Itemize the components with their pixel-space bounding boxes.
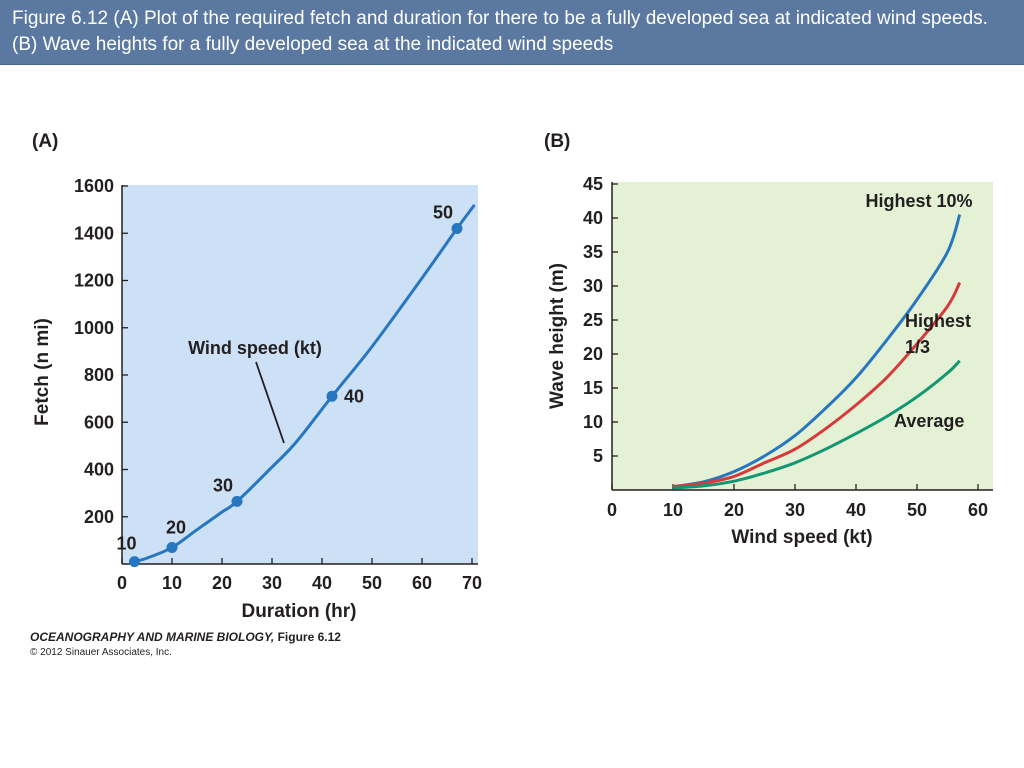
chart-a-x-axis-title: Duration (hr)	[241, 601, 356, 622]
chart-b-x-tick-label: 0	[607, 500, 617, 520]
chart-a-y-tick-label: 200	[84, 507, 114, 527]
series-label-highest-third-line2: 1/3	[905, 337, 930, 357]
footer-figure-ref: Figure 6.12	[277, 630, 341, 644]
chart-b-curve-highest-third	[672, 281, 962, 489]
chart-b-y-tick-label: 30	[583, 276, 603, 296]
chart-a-x-tick-label: 70	[462, 573, 482, 593]
chart-b-x-tick-label: 60	[968, 500, 988, 520]
series-label-average: Average	[894, 411, 964, 431]
chart-a-point-label: 30	[213, 475, 233, 495]
chart-a-x-tick-label: 40	[312, 573, 332, 593]
footer-book-title: OCEANOGRAPHY AND MARINE BIOLOGY, Figure …	[30, 630, 341, 644]
chart-a-x-tick-label: 30	[262, 573, 282, 593]
chart-a-y-tick-label: 1600	[74, 176, 114, 196]
chart-b-y-tick-label: 20	[583, 344, 603, 364]
footer-copyright: © 2012 Sinauer Associates, Inc.	[30, 647, 172, 658]
chart-a-data-point	[451, 223, 463, 235]
chart-a-point-label: 20	[166, 517, 186, 537]
chart-a-y-tick-label: 1000	[74, 318, 114, 338]
chart-b-ticks: 0 10 20 30 40 50 60 5 10 15 20 25 30 35 40 45	[583, 174, 988, 520]
chart-a-y-tick-label: 600	[84, 412, 114, 432]
chart-a-point-label: 10	[116, 534, 136, 554]
chart-a-data-point	[129, 556, 140, 568]
chart-b-y-axis-title: Wave height (m)	[547, 263, 568, 409]
series-label-highest-10: Highest 10%	[865, 191, 972, 211]
chart-a-x-tick-label: 20	[212, 573, 232, 593]
chart-b-plot-background	[612, 182, 993, 490]
title-bar: Figure 6.12 (A) Plot of the required fet…	[0, 0, 1024, 65]
chart-b-y-tick-label: 5	[593, 446, 603, 466]
figure-caption: Figure 6.12 (A) Plot of the required fet…	[12, 8, 988, 55]
chart-b-y-tick-label: 15	[583, 378, 603, 398]
footer-book-name: OCEANOGRAPHY AND MARINE BIOLOGY,	[30, 630, 275, 644]
chart-a-y-tick-label: 400	[84, 460, 114, 480]
panel-a-label: (A)	[32, 131, 59, 152]
chart-b-y-tick-label: 40	[583, 208, 603, 228]
chart-b-y-tick-label: 25	[583, 310, 603, 330]
chart-b-curve-average	[672, 359, 961, 490]
chart-a-x-tick-label: 0	[117, 573, 127, 593]
chart-a-x-tick-label: 10	[162, 573, 182, 593]
chart-a-annotation: Wind speed (kt)	[188, 338, 322, 358]
chart-b-y-tick-label: 45	[583, 174, 603, 194]
chart-a-y-tick-label: 1400	[74, 223, 114, 243]
chart-b-series	[672, 214, 962, 490]
chart-a-point-label: 50	[433, 203, 453, 223]
chart-a-y-tick-label: 1200	[74, 271, 114, 291]
chart-b-x-tick-label: 50	[907, 500, 927, 520]
chart-b-x-tick-label: 30	[785, 500, 805, 520]
chart-b-y-tick-label: 35	[583, 242, 603, 262]
chart-a-ticks: 0 10 20 30 40 50 60 702004006008001000120014001…	[74, 176, 482, 593]
chart-b-x-tick-label: 10	[663, 500, 683, 520]
chart-a-y-tick-label: 800	[84, 365, 114, 385]
chart-b-curve-highest-10	[672, 214, 962, 489]
chart-a-points: 10 20 30 40 50	[116, 203, 463, 568]
chart-a-annotation-pointer	[255, 361, 285, 444]
chart-b-x-tick-label: 40	[846, 500, 866, 520]
chart-b-x-axis-title: Wind speed (kt)	[731, 527, 872, 548]
chart-a-data-point	[166, 541, 178, 553]
chart-a-y-axis-title: Fetch (n mi)	[32, 318, 53, 426]
chart-a-plot-background	[122, 185, 478, 564]
chart-a-point-label: 40	[344, 386, 364, 406]
panel-b-label: (B)	[544, 131, 571, 152]
chart-a-x-tick-label: 50	[362, 573, 382, 593]
chart-a-data-point	[326, 390, 338, 402]
chart-b-y-tick-label: 10	[583, 412, 603, 432]
series-label-highest-third-line1: Highest	[905, 311, 971, 331]
chart-a-x-tick-label: 60	[412, 573, 432, 593]
chart-a-data-point	[231, 495, 243, 507]
chart-b-axes	[611, 182, 993, 491]
chart-b-x-tick-label: 20	[724, 500, 744, 520]
